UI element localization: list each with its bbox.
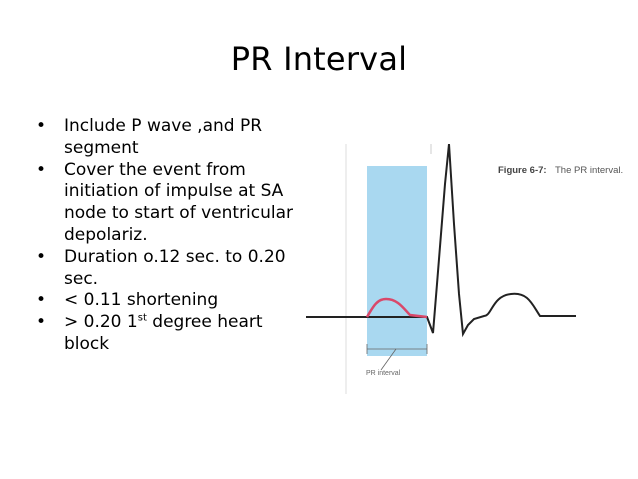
ecg-figure [306, 144, 622, 394]
bullet-icon: • [35, 116, 47, 136]
bullet-icon: • [35, 290, 47, 311]
bullet-icon: • [35, 246, 47, 267]
ecg-trace [306, 144, 576, 338]
bullet-text-post: degree heart block [64, 312, 263, 354]
bullet-text: Cover the event from initiation of impul… [64, 159, 294, 245]
label-leader-line [380, 348, 397, 371]
bullet-item: • Cover the event from initiation of imp… [34, 160, 306, 247]
bullet-text-sup: st [137, 312, 147, 324]
bullet-item: • Duration o.12 sec. to 0.20 sec. [34, 247, 306, 291]
ecg-diagram [306, 144, 576, 394]
slide-title: PR Interval [230, 40, 408, 78]
bullet-text: Include P wave ,and PR segment [64, 116, 263, 158]
bullet-text: > 0.20 1st degree heart block [64, 312, 263, 354]
figure-caption-text: The PR interval. [555, 165, 624, 176]
figure-caption-number: Figure 6-7: [498, 165, 547, 176]
bullet-text-pre: > 0.20 1 [64, 312, 138, 333]
pr-interval-highlight [367, 166, 427, 356]
bullet-text: Duration o.12 sec. to 0.20 sec. [64, 246, 286, 289]
bullet-item: • > 0.20 1st degree heart block [34, 312, 306, 356]
bullet-list: • Include P wave ,and PR segment • Cover… [34, 116, 306, 356]
bullet-icon: • [35, 312, 47, 333]
bullet-icon: • [35, 159, 47, 180]
pr-interval-label: PR interval [366, 370, 401, 377]
bullet-item: • < 0.11 shortening [34, 290, 306, 312]
bullet-item: • Include P wave ,and PR segment [34, 116, 306, 160]
bullet-text: < 0.11 shortening [64, 290, 219, 311]
p-wave [365, 297, 428, 319]
